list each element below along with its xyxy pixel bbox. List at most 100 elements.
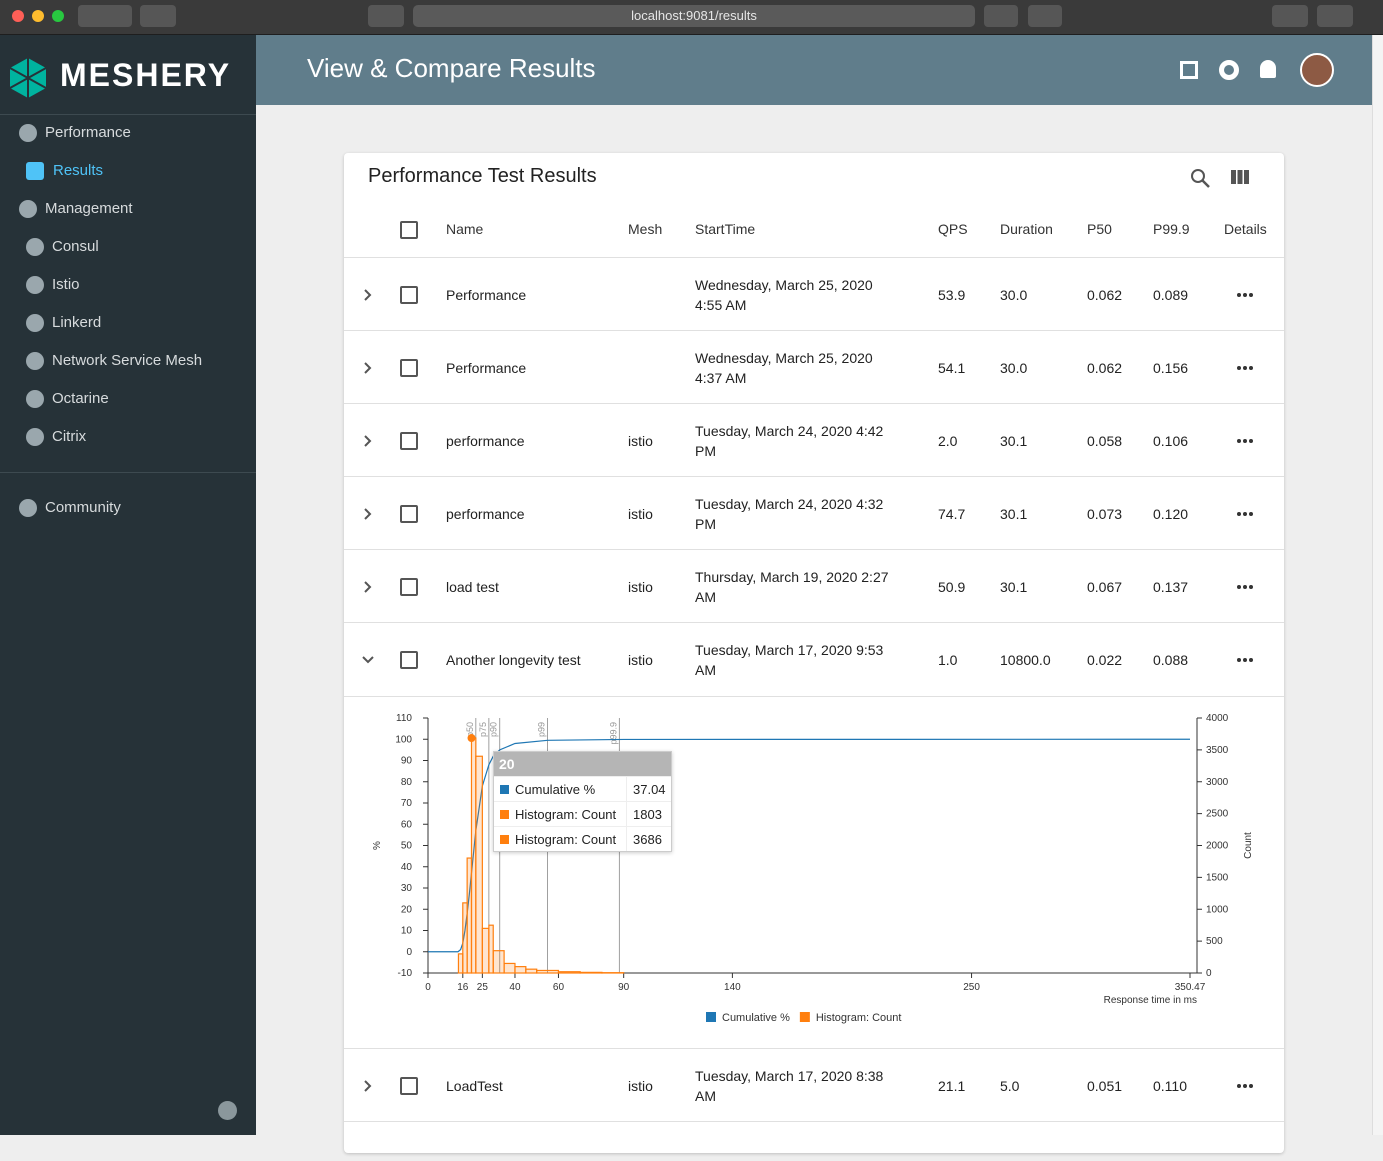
nav-icon bbox=[26, 162, 44, 180]
logo bbox=[8, 58, 48, 98]
zoom-button[interactable] bbox=[52, 10, 64, 22]
extension-button[interactable] bbox=[1028, 5, 1062, 27]
tooltip-label-text: Histogram: Count bbox=[515, 807, 616, 822]
x-tick-label: 60 bbox=[553, 982, 565, 993]
row-checkbox[interactable] bbox=[400, 432, 418, 450]
chevron bbox=[362, 362, 374, 374]
chevron bbox=[362, 289, 374, 301]
sidebar-toggle[interactable] bbox=[140, 5, 176, 27]
collapse-button[interactable] bbox=[218, 1101, 237, 1120]
more-button[interactable] bbox=[1236, 404, 1254, 477]
cloud-button[interactable] bbox=[368, 5, 404, 27]
row-checkbox[interactable] bbox=[400, 578, 418, 596]
column-header: P99.9 bbox=[1153, 221, 1190, 237]
checkbox-cell bbox=[400, 404, 418, 477]
hover-point bbox=[467, 734, 475, 742]
expand-toggle[interactable] bbox=[362, 404, 376, 477]
legend-swatch bbox=[706, 1012, 716, 1022]
x-tick-label: 16 bbox=[457, 982, 469, 993]
y2-tick-label: 500 bbox=[1206, 936, 1223, 947]
dashboard-icon[interactable] bbox=[1180, 61, 1198, 79]
more-button[interactable] bbox=[1236, 623, 1254, 696]
y-tick-label: 20 bbox=[401, 904, 413, 915]
y-tick-label: 110 bbox=[396, 713, 412, 724]
tabs-button[interactable] bbox=[1317, 5, 1353, 27]
more-dot bbox=[1243, 658, 1247, 662]
url-bar[interactable]: localhost:9081/results bbox=[413, 5, 975, 27]
row-checkbox[interactable] bbox=[400, 359, 418, 377]
row-checkbox[interactable] bbox=[400, 1077, 418, 1095]
row-checkbox[interactable] bbox=[400, 286, 418, 304]
nav-item[interactable]: Community bbox=[45, 496, 121, 520]
y-axis-label: % bbox=[372, 841, 383, 850]
expand-toggle[interactable] bbox=[362, 1049, 376, 1122]
percentile-label: p75 bbox=[478, 722, 488, 737]
minimize-button[interactable] bbox=[32, 10, 44, 22]
more-icon bbox=[1236, 292, 1254, 298]
columns-icon[interactable] bbox=[1230, 169, 1250, 185]
close-button[interactable] bbox=[12, 10, 24, 22]
settings-icon[interactable] bbox=[1219, 60, 1239, 80]
histogram-bar bbox=[515, 967, 526, 973]
expand-toggle[interactable] bbox=[362, 550, 376, 623]
brand: MESHERY bbox=[60, 57, 231, 94]
checkbox-cell bbox=[400, 331, 418, 404]
notifications-icon[interactable] bbox=[1260, 60, 1276, 78]
nav-item[interactable]: Results bbox=[53, 159, 103, 183]
table-cell: 0.120 bbox=[1153, 477, 1293, 550]
nav-icon bbox=[19, 124, 37, 142]
divider bbox=[0, 472, 256, 473]
table-cell: Wednesday, March 25, 2020 4:55 AM bbox=[695, 258, 900, 331]
tooltip-value: 1803 bbox=[627, 802, 662, 826]
more-button[interactable] bbox=[1236, 477, 1254, 550]
more-button[interactable] bbox=[1236, 331, 1254, 404]
expand-toggle[interactable] bbox=[362, 623, 376, 696]
x-tick-label: 40 bbox=[509, 982, 521, 993]
chevron bbox=[362, 654, 374, 666]
nav-item[interactable]: Citrix bbox=[52, 425, 86, 449]
back-forward[interactable] bbox=[78, 5, 132, 27]
share-button[interactable] bbox=[1272, 5, 1308, 27]
expand-toggle[interactable] bbox=[362, 258, 376, 331]
more-dot bbox=[1237, 585, 1241, 589]
more-button[interactable] bbox=[1236, 1049, 1254, 1122]
nav-item[interactable]: Istio bbox=[52, 273, 80, 297]
app-bar: View & Compare Results bbox=[256, 35, 1372, 105]
y2-tick-label: 0 bbox=[1206, 968, 1212, 979]
column-header: P50 bbox=[1087, 221, 1112, 237]
checkbox-cell bbox=[400, 623, 418, 696]
nav-icon bbox=[26, 352, 44, 370]
scrollbar[interactable] bbox=[1372, 35, 1383, 1135]
tooltip-label: Histogram: Count bbox=[494, 827, 627, 851]
nav-item[interactable]: Network Service Mesh bbox=[52, 349, 202, 373]
nav-item[interactable]: Consul bbox=[52, 235, 99, 259]
nav-item[interactable]: Management bbox=[45, 197, 133, 221]
row-checkbox[interactable] bbox=[400, 651, 418, 669]
expand-toggle[interactable] bbox=[362, 331, 376, 404]
more-dot bbox=[1249, 439, 1253, 443]
tooltip-value: 37.04 bbox=[627, 777, 666, 801]
nav-item[interactable]: Performance bbox=[45, 121, 131, 145]
column-header: QPS bbox=[938, 221, 968, 237]
legend-swatch bbox=[800, 1012, 810, 1022]
nav-icon bbox=[19, 499, 37, 517]
more-button[interactable] bbox=[1236, 550, 1254, 623]
avatar[interactable] bbox=[1300, 53, 1334, 87]
nav-item[interactable]: Octarine bbox=[52, 387, 109, 411]
search-icon[interactable] bbox=[1189, 167, 1211, 189]
y-tick-label: 10 bbox=[401, 926, 413, 937]
nav-icon bbox=[26, 390, 44, 408]
tooltip-label: Cumulative % bbox=[494, 777, 627, 801]
expand-toggle[interactable] bbox=[362, 477, 376, 550]
y-tick-label: 50 bbox=[401, 841, 413, 852]
more-dot bbox=[1243, 439, 1247, 443]
apps-button[interactable] bbox=[984, 5, 1018, 27]
percentile-label: p90 bbox=[489, 722, 499, 737]
y2-tick-label: 1500 bbox=[1206, 872, 1229, 883]
nav-item[interactable]: Linkerd bbox=[52, 311, 101, 335]
select-all-checkbox[interactable] bbox=[400, 221, 418, 239]
row-checkbox[interactable] bbox=[400, 505, 418, 523]
tooltip-swatch bbox=[500, 785, 509, 794]
more-button[interactable] bbox=[1236, 258, 1254, 331]
